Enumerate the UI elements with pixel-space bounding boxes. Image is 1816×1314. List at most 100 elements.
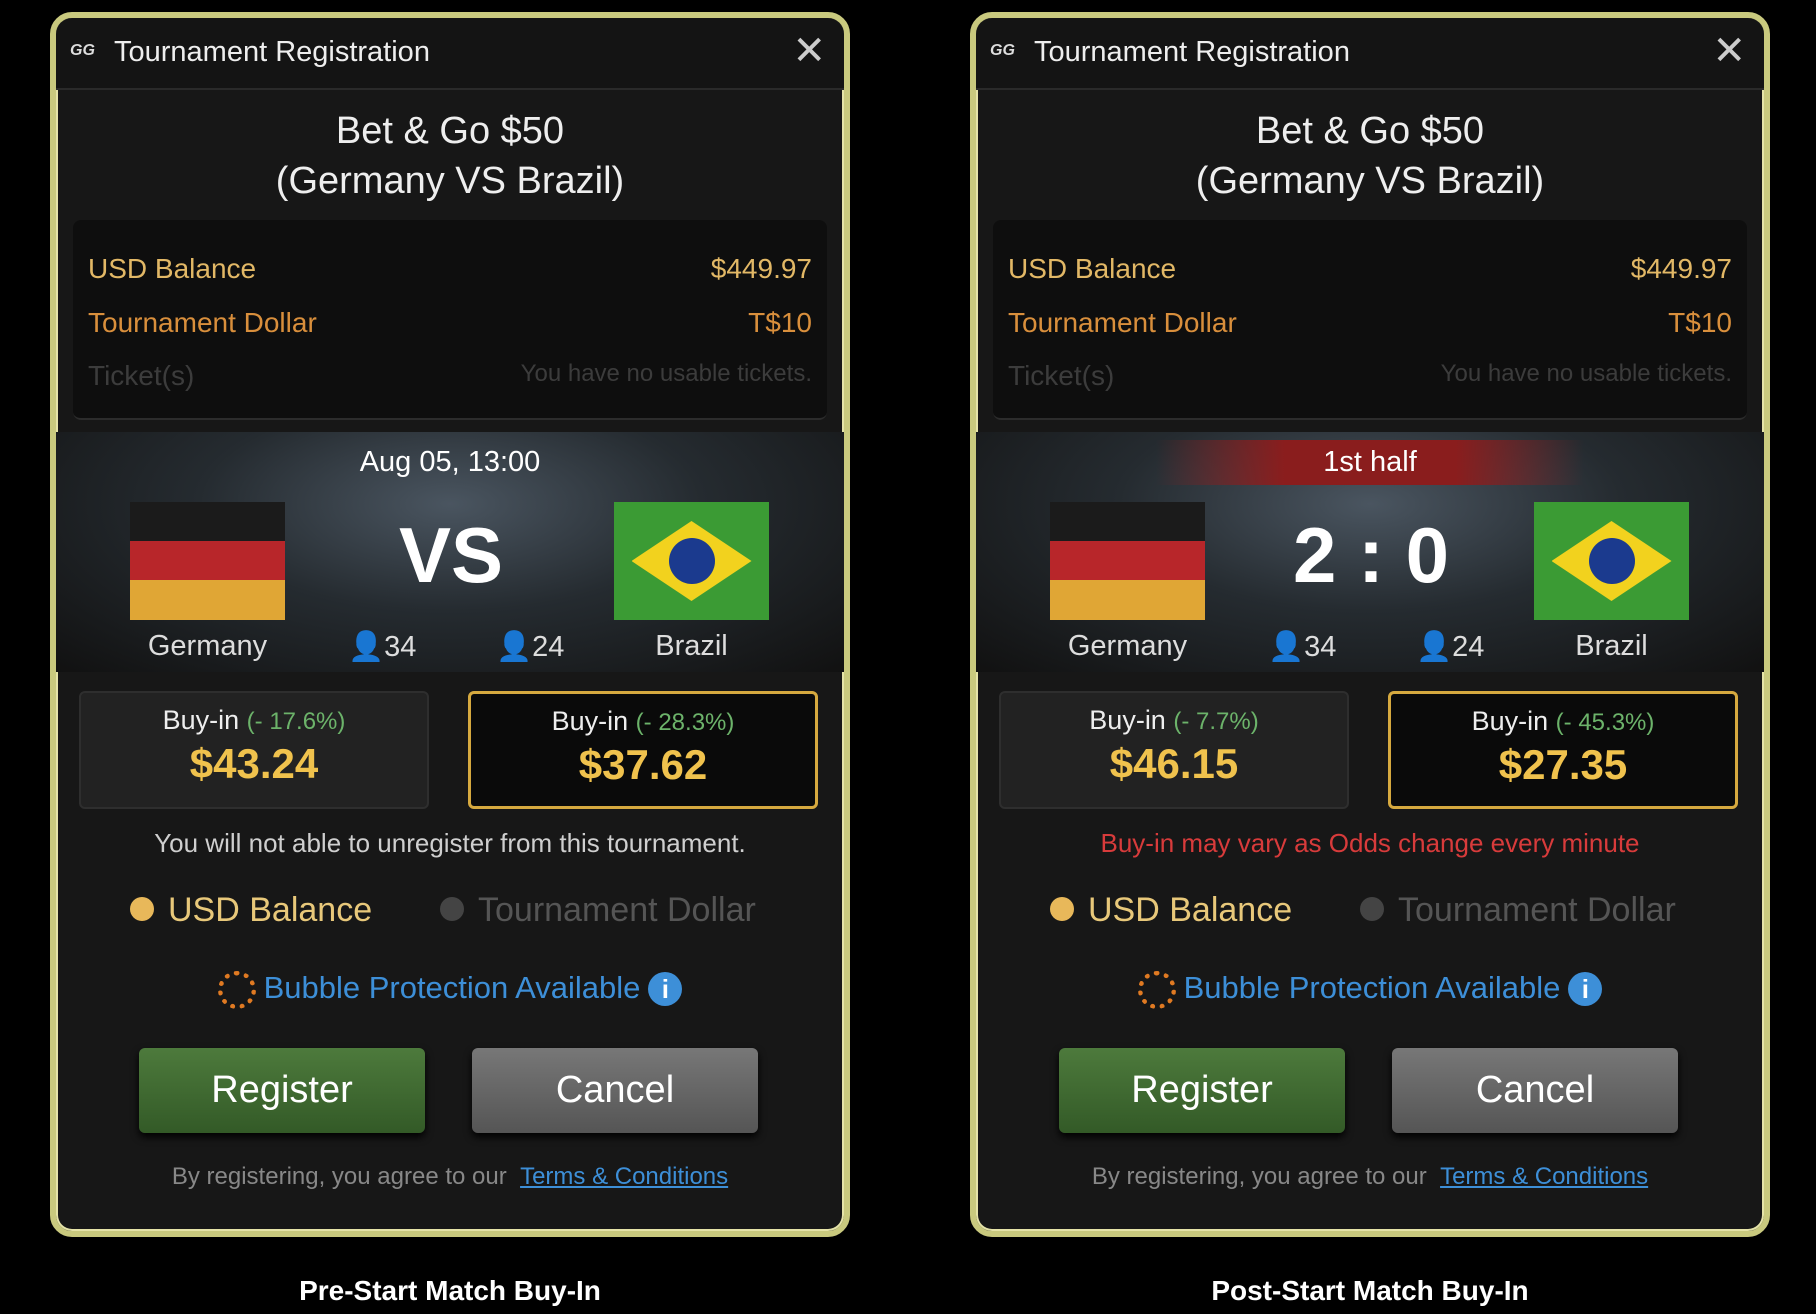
tournament-dollar-value: T$10 [748, 307, 812, 338]
cancel-button[interactable]: Cancel [472, 1048, 758, 1133]
radio-selected-icon [1050, 897, 1074, 921]
radio-label: Tournament Dollar [1398, 891, 1676, 929]
title-bar: GG Tournament Registration ✕ [56, 18, 844, 90]
germany-flag-icon [1050, 502, 1205, 620]
terms-link[interactable]: Terms & Conditions [520, 1163, 729, 1190]
bubble-protection-icon [217, 970, 256, 1009]
event-name: Bet & Go $50 [335, 110, 565, 152]
event-match: (Germany VS Brazil) [275, 160, 625, 202]
buyin-price: $37.62 [578, 741, 708, 788]
tournament-dollar-label: Tournament Dollar [1008, 307, 1237, 338]
buyin-label: Buy-in [1089, 705, 1166, 735]
user-icon: 👤 [1268, 631, 1305, 663]
close-icon[interactable]: ✕ [1712, 29, 1746, 73]
close-icon[interactable]: ✕ [792, 29, 826, 73]
radio-unselected-icon [440, 897, 464, 921]
registration-dialog: GG Tournament Registration ✕ Bet & Go $5… [50, 12, 850, 1237]
registration-dialog: GG Tournament Registration ✕ Bet & Go $5… [970, 12, 1770, 1237]
away-team-name: Brazil [655, 630, 728, 662]
buyin-discount: (- 45.3%) [1555, 709, 1655, 736]
bubble-label: Bubble Protection Available [1183, 970, 1561, 1005]
radio-usd-balance[interactable]: USD Balance [130, 891, 372, 930]
bubble-protection: Bubble Protection Available i [56, 970, 844, 1009]
buyin-price: $43.24 [189, 740, 319, 787]
terms-text: By registering, you agree to our Terms &… [56, 1163, 844, 1191]
bubble-protection-icon [1137, 970, 1176, 1009]
brazil-flag-icon [1534, 502, 1689, 620]
balance-box: USD Balance $449.97 Tournament Dollar T$10… [993, 220, 1747, 420]
title-bar: GG Tournament Registration ✕ [976, 18, 1764, 90]
tournament-dollar-label: Tournament Dollar [88, 307, 317, 338]
buyin-notice: You will not able to unregister from thi… [154, 828, 746, 858]
register-button[interactable]: Register [1059, 1048, 1345, 1133]
buyin-notice: Buy-in may vary as Odds change every min… [1100, 828, 1640, 858]
terms-prefix: By registering, you agree to our [1091, 1163, 1427, 1190]
user-icon: 👤 [496, 631, 533, 663]
radio-label: USD Balance [168, 891, 373, 929]
tickets-label: Ticket(s) [88, 360, 195, 391]
match-status: 1st half [1156, 440, 1584, 485]
usd-balance-label: USD Balance [88, 253, 257, 284]
radio-tournament-dollar[interactable]: Tournament Dollar [1360, 891, 1676, 930]
away-player-count: 24 [532, 631, 565, 663]
home-player-count: 34 [384, 631, 417, 663]
terms-link[interactable]: Terms & Conditions [1440, 1163, 1649, 1190]
usd-balance-value: $449.97 [710, 253, 812, 284]
brazil-flag-icon [614, 502, 769, 620]
dialog-title: Tournament Registration [114, 36, 430, 68]
home-player-count: 34 [1304, 631, 1337, 663]
radio-usd-balance[interactable]: USD Balance [1050, 891, 1292, 930]
dialog-title: Tournament Registration [1034, 36, 1350, 68]
match-banner: 1st half 2 : 0 Germany Brazil 👤34 👤24 [976, 432, 1764, 672]
home-team-name: Germany [1067, 630, 1188, 662]
match-banner: Aug 05, 13:00 VS Germany Brazil 👤34 👤24 [56, 432, 844, 672]
tickets-value: You have no usable tickets. [520, 360, 812, 387]
info-icon[interactable]: i [1568, 972, 1603, 1006]
panel-caption: Post-Start Match Buy-In [1211, 1275, 1529, 1306]
radio-tournament-dollar[interactable]: Tournament Dollar [440, 891, 756, 930]
user-icon: 👤 [1416, 631, 1453, 663]
balance-box: USD Balance $449.97 Tournament Dollar T$10… [73, 220, 827, 420]
buyin-discount: (- 28.3%) [635, 709, 735, 736]
buyin-label: Buy-in [551, 706, 629, 736]
away-player-count: 24 [1452, 631, 1485, 663]
radio-unselected-icon [1360, 897, 1384, 921]
bubble-protection: Bubble Protection Available i [976, 970, 1764, 1009]
home-buyin-option[interactable]: Buy-in (- 17.6%) $43.24 [79, 691, 429, 809]
event-name: Bet & Go $50 [1255, 110, 1485, 152]
radio-label: Tournament Dollar [478, 891, 756, 929]
away-buyin-option[interactable]: Buy-in (- 45.3%) $27.35 [1388, 691, 1738, 809]
gg-logo-icon: GG [70, 42, 95, 59]
match-center: 2 : 0 [1292, 511, 1450, 599]
radio-label: USD Balance [1088, 891, 1293, 929]
away-buyin-option[interactable]: Buy-in (- 28.3%) $37.62 [468, 691, 818, 809]
terms-prefix: By registering, you agree to our [171, 1163, 507, 1190]
match-status: Aug 05, 13:00 [359, 446, 541, 478]
home-team-name: Germany [147, 630, 268, 662]
event-match: (Germany VS Brazil) [1195, 160, 1545, 202]
user-icon: 👤 [348, 631, 385, 663]
usd-balance-label: USD Balance [1008, 253, 1177, 284]
terms-text: By registering, you agree to our Terms &… [976, 1163, 1764, 1191]
buyin-price: $46.15 [1109, 740, 1239, 787]
gg-logo-icon: GG [990, 42, 1015, 59]
register-button[interactable]: Register [139, 1048, 425, 1133]
home-buyin-option[interactable]: Buy-in (- 7.7%) $46.15 [999, 691, 1349, 809]
away-team-name: Brazil [1575, 630, 1648, 662]
tickets-value: You have no usable tickets. [1440, 360, 1732, 387]
info-icon[interactable]: i [648, 972, 683, 1006]
buyin-discount: (- 17.6%) [246, 708, 346, 735]
bubble-label: Bubble Protection Available [263, 970, 641, 1005]
buyin-label: Buy-in [1471, 706, 1549, 736]
buyin-label: Buy-in [162, 705, 240, 735]
usd-balance-value: $449.97 [1630, 253, 1732, 284]
radio-selected-icon [130, 897, 154, 921]
buyin-discount: (- 7.7%) [1173, 708, 1259, 735]
tournament-dollar-value: T$10 [1668, 307, 1732, 338]
tickets-label: Ticket(s) [1008, 360, 1115, 391]
buyin-price: $27.35 [1498, 741, 1628, 788]
cancel-button[interactable]: Cancel [1392, 1048, 1678, 1133]
germany-flag-icon [130, 502, 285, 620]
panel-caption: Pre-Start Match Buy-In [299, 1275, 601, 1306]
match-center: VS [398, 511, 504, 599]
